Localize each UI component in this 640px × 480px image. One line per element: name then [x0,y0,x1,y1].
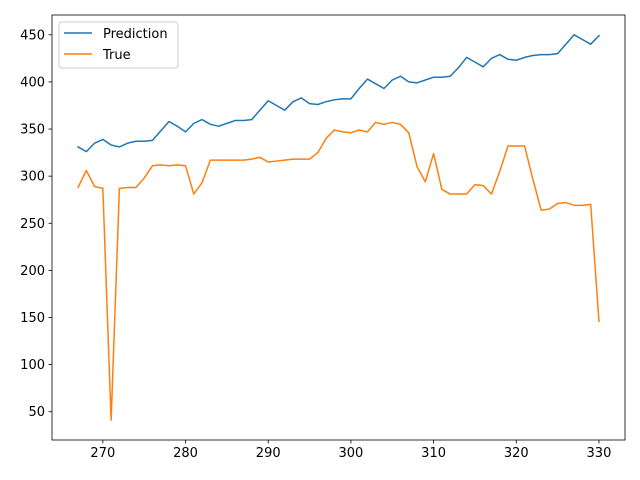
y-axis: 50 100 150 200 250 300 350 400 450 [20,28,52,420]
x-tick-label: 290 [256,446,281,461]
x-axis: 270 280 290 300 310 320 330 [90,440,611,461]
x-tick-label: 280 [173,446,198,461]
y-tick-label: 450 [20,28,45,43]
x-tick-label: 310 [421,446,446,461]
x-tick-label: 270 [90,446,115,461]
y-tick-label: 50 [28,405,45,420]
y-tick-label: 100 [20,358,45,373]
y-tick-label: 400 [20,75,45,90]
y-tick-label: 350 [20,123,45,138]
series-line-prediction [77,34,601,153]
x-tick-label: 320 [504,446,529,461]
legend-label-true: True [102,48,131,63]
y-tick-label: 300 [20,170,45,185]
y-tick-label: 250 [20,217,45,232]
axes-frame [51,14,626,441]
plot-area [77,34,601,421]
y-tick-label: 150 [20,311,45,326]
y-tick-label: 200 [20,264,45,279]
x-tick-label: 300 [338,446,363,461]
legend: Prediction True [58,21,179,69]
legend-label-prediction: Prediction [103,27,168,42]
x-tick-label: 330 [587,446,612,461]
series-line-true [77,121,600,421]
